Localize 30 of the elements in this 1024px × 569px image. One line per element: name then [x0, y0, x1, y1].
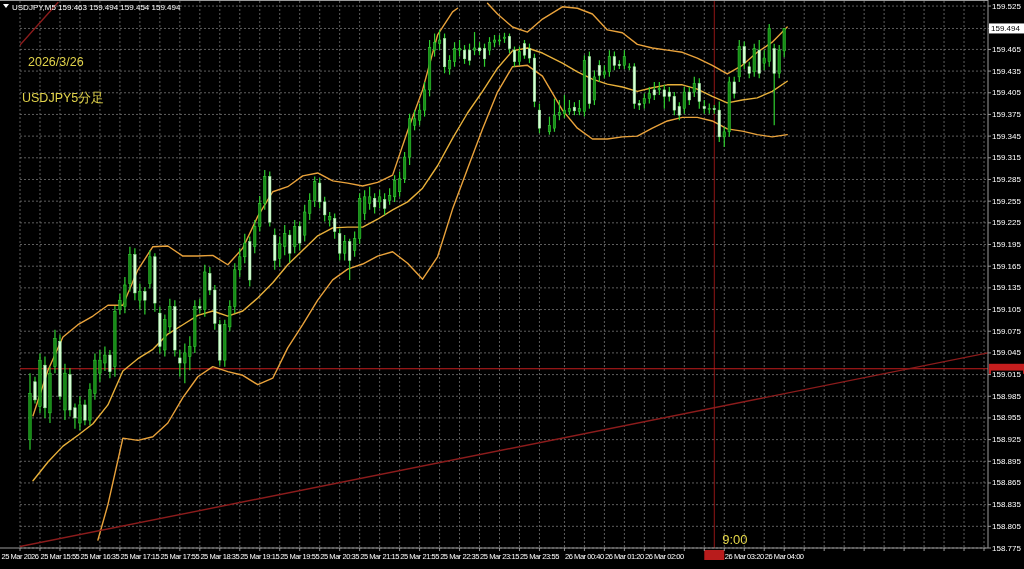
y-tick-label: 158.925 — [992, 435, 1022, 445]
y-tick-label: 159.525 — [992, 1, 1022, 11]
y-tick-label: 158.865 — [992, 478, 1022, 488]
y-tick-label: 159.465 — [992, 44, 1022, 54]
y-tick-label: 159.405 — [992, 88, 1022, 98]
chart-title: USDJPY,M5 159.463 159.494 159.454 159.494 — [12, 2, 181, 12]
y-tick-label: 159.135 — [992, 283, 1022, 293]
y-tick-label: 159.255 — [992, 196, 1022, 206]
y-tick-label: 159.045 — [992, 348, 1022, 358]
y-tick-label: 158.955 — [992, 413, 1022, 423]
y-tick-label: 159.494 — [991, 23, 1021, 33]
y-tick-label: 159.345 — [992, 131, 1022, 141]
y-tick-label: 158.805 — [992, 521, 1022, 531]
y-tick-label: 159.285 — [992, 174, 1022, 184]
y-tick-label: 159.375 — [992, 109, 1022, 119]
y-tick-label: 158.895 — [992, 456, 1022, 466]
y-tick-label: 158.835 — [992, 500, 1022, 510]
y-tick-label: 159.075 — [992, 326, 1022, 336]
y-tick-label: 158.985 — [992, 391, 1022, 401]
y-tick-label: 159.315 — [992, 153, 1022, 163]
y-tick-label: 158.775 — [992, 543, 1022, 553]
y-tick-label: 159.015 — [992, 370, 1022, 380]
y-tick-label: 159.225 — [992, 218, 1022, 228]
annotation: USDJPY5分足 — [22, 91, 105, 105]
annotation: 2026/3/26 — [28, 55, 84, 69]
y-tick-label: 159.165 — [992, 261, 1022, 271]
ref-line-label: 9:00 — [722, 532, 748, 547]
y-tick-label: 159.105 — [992, 305, 1022, 315]
y-tick-label: 159.435 — [992, 66, 1022, 76]
y-tick-label: 159.195 — [992, 240, 1022, 250]
